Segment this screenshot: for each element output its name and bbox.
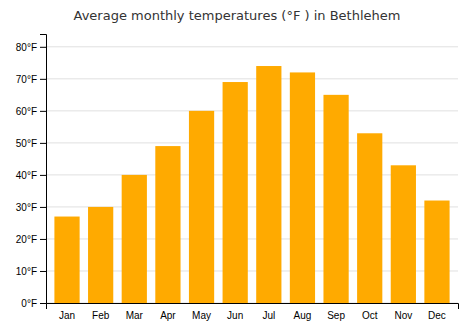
grid-line <box>46 46 458 47</box>
x-tick: Sep <box>327 310 345 321</box>
y-tick: 60°F <box>16 106 46 117</box>
x-tick: Feb <box>92 310 110 321</box>
y-tick-mark <box>40 111 46 112</box>
x-tick: Nov <box>394 310 412 321</box>
x-tick: Oct <box>362 310 378 321</box>
y-tick-mark <box>40 303 46 304</box>
x-tick: Mar <box>126 310 144 321</box>
x-tick-label: Aug <box>294 310 312 321</box>
y-tick: 30°F <box>16 202 46 213</box>
y-tick-label: 30°F <box>16 202 37 213</box>
y-tick-label: 80°F <box>16 42 37 53</box>
bar <box>424 201 449 303</box>
y-tick-label: 0°F <box>21 298 37 309</box>
bar <box>189 111 214 303</box>
y-tick-label: 40°F <box>16 170 37 181</box>
bar <box>223 82 248 303</box>
x-tick-label: Nov <box>394 310 412 321</box>
title: Average monthly temperatures (°F ) in Be… <box>74 8 401 23</box>
y-tick: 70°F <box>16 74 46 85</box>
x-tick: Jan <box>59 310 75 321</box>
bar <box>256 66 281 303</box>
x-tick-label: Dec <box>428 310 446 321</box>
y-tick-mark <box>40 143 46 144</box>
y-tick-label: 20°F <box>16 234 37 245</box>
x-tick-label: Mar <box>126 310 144 321</box>
x-tick-label: Oct <box>362 310 378 321</box>
y-tick-mark <box>40 207 46 208</box>
x-tick: Aug <box>294 310 312 321</box>
y-tick-label: 60°F <box>16 106 37 117</box>
axis-line <box>47 304 459 310</box>
x-tick-label: Apr <box>160 310 176 321</box>
x-tick: Jun <box>227 310 243 321</box>
x-tick-label: Jul <box>262 310 275 321</box>
grid-line <box>46 78 458 79</box>
y-tick-label: 50°F <box>16 138 37 149</box>
y-tick-mark <box>40 175 46 176</box>
y-tick: 0°F <box>21 298 46 309</box>
bar <box>391 165 416 303</box>
y-tick-mark <box>40 239 46 240</box>
y-tick-label: 10°F <box>16 266 37 277</box>
y-tick-label: 70°F <box>16 74 37 85</box>
chart: Jan Feb Mar Apr May Jun Jul Aug Sep Oct Nov Dec 0°F 1… <box>0 0 474 331</box>
x-tick: Dec <box>428 310 446 321</box>
plot: Jan Feb Mar Apr May Jun Jul Aug Sep Oct Nov Dec 0°F 1… <box>16 35 459 322</box>
bar <box>88 207 113 303</box>
x-tick-label: May <box>192 310 211 321</box>
grid <box>46 47 458 303</box>
x-tick-label: Jan <box>59 310 75 321</box>
bar <box>155 146 180 303</box>
bars <box>54 66 449 303</box>
grid-line <box>46 110 458 111</box>
y-tick: 50°F <box>16 138 46 149</box>
y-tick: 40°F <box>16 170 46 181</box>
x-tick: May <box>192 310 211 321</box>
bar <box>323 95 348 303</box>
x-tick: Apr <box>160 310 176 321</box>
y-tick: 10°F <box>16 266 46 277</box>
bar <box>290 72 315 303</box>
x-tick: Jul <box>262 310 275 321</box>
bar <box>357 133 382 303</box>
bar <box>54 217 79 303</box>
y-tick-mark <box>40 271 46 272</box>
y-tick-mark <box>40 79 46 80</box>
y-axis: 0°F 10°F 20°F 30°F 40°F 50°F 60°F 70°F 80°F <box>16 35 47 309</box>
axis-line <box>40 35 47 304</box>
bar <box>122 175 147 303</box>
grid-line <box>46 142 458 143</box>
x-axis: Jan Feb Mar Apr May Jun Jul Aug Sep Oct Nov Dec <box>47 304 459 322</box>
x-tick-label: Feb <box>92 310 110 321</box>
y-tick: 80°F <box>16 42 46 53</box>
y-tick-mark <box>40 47 46 48</box>
y-tick: 20°F <box>16 234 46 245</box>
x-tick-label: Sep <box>327 310 345 321</box>
x-tick-label: Jun <box>227 310 243 321</box>
